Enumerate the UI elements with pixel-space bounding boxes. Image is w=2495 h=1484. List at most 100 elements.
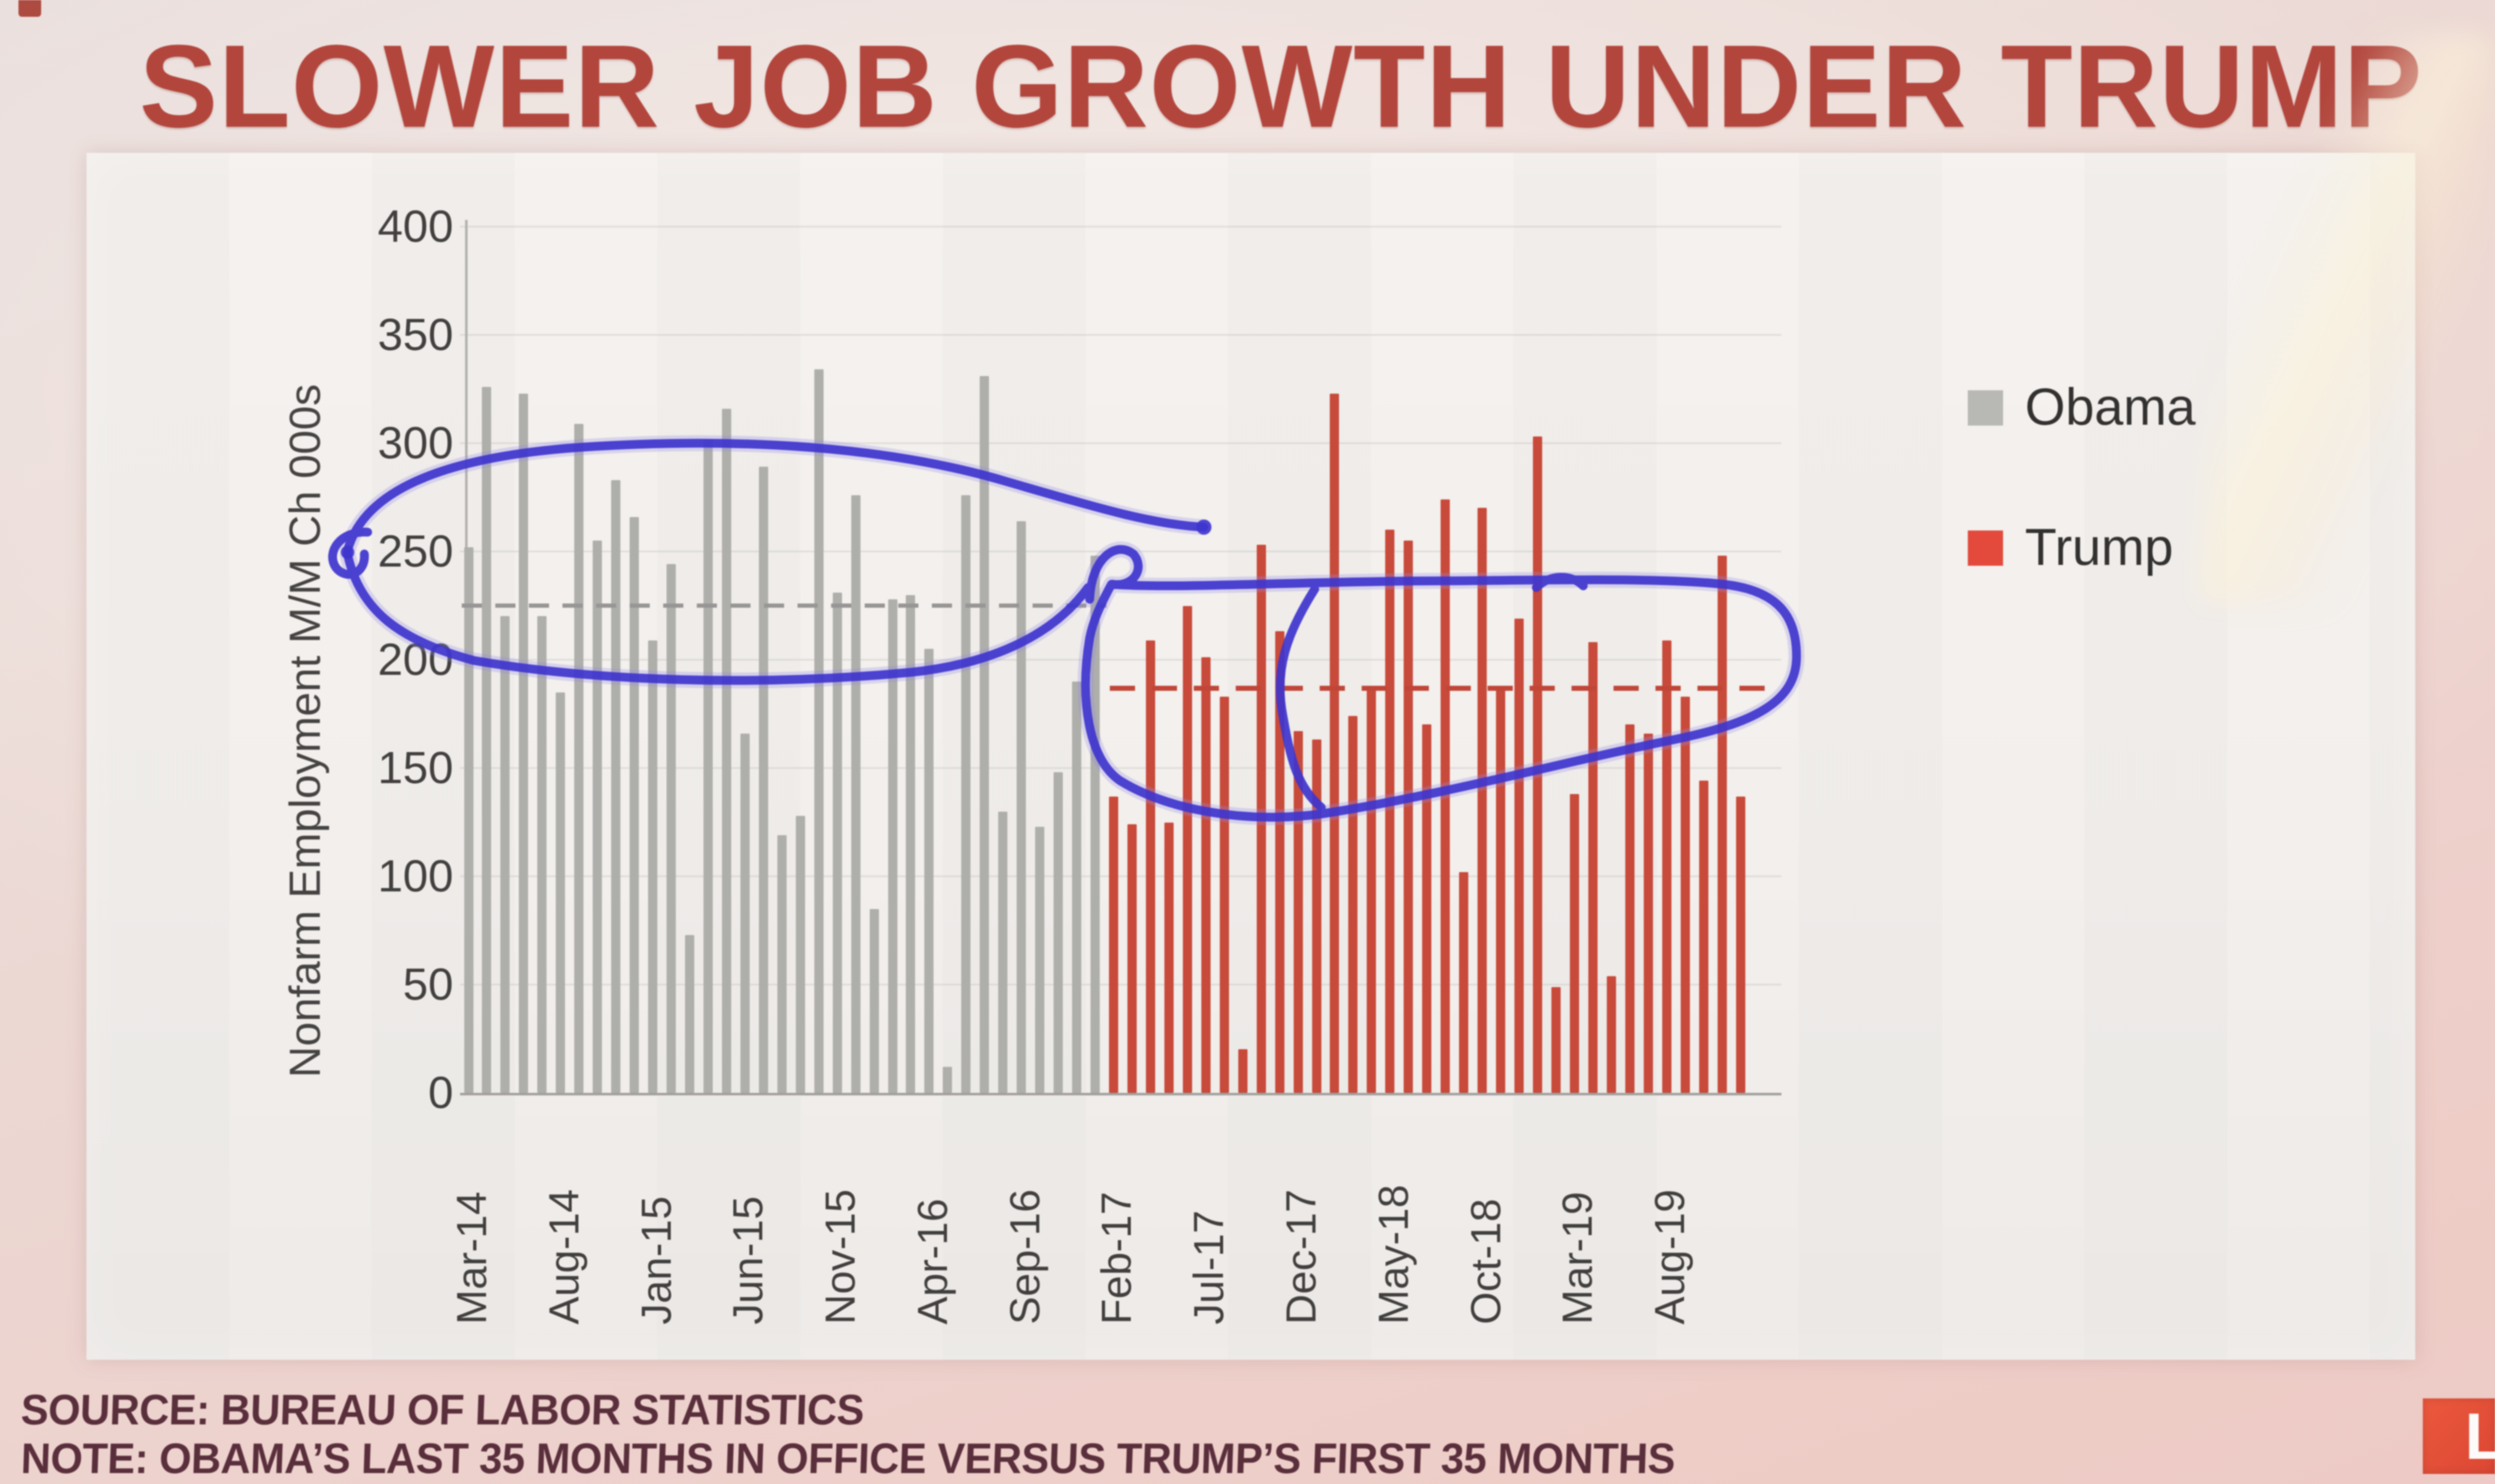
corner-mark	[18, 0, 41, 17]
y-tick-label: 100	[377, 851, 453, 901]
bar-trump	[1164, 822, 1174, 1093]
camera-glare-reflection	[2199, 34, 2495, 604]
bar-obama	[1091, 556, 1101, 1093]
bar-trump	[1330, 393, 1340, 1093]
gridline	[460, 226, 1781, 227]
bar-obama	[1017, 520, 1027, 1093]
x-tick-label: Sep-16	[1001, 1189, 1049, 1325]
bar-obama	[998, 811, 1008, 1093]
bar-obama	[887, 598, 897, 1093]
bar-trump	[1127, 824, 1137, 1093]
trump-average-dash-line	[1110, 685, 1781, 691]
legend: Obama Trump	[1968, 378, 2195, 658]
bar-trump	[1367, 685, 1377, 1093]
bar-trump	[1348, 716, 1358, 1093]
bar-trump	[1293, 731, 1303, 1093]
bar-trump	[1624, 724, 1635, 1093]
gridline	[460, 875, 1781, 877]
bar-obama	[980, 376, 990, 1093]
source-text: SOURCE: BUREAU OF LABOR STATISTICS	[20, 1386, 866, 1434]
bar-obama	[500, 616, 510, 1093]
bar-trump	[1459, 871, 1469, 1093]
bar-trump	[1108, 796, 1118, 1093]
gridline	[460, 767, 1781, 769]
obama-average-dash-line	[462, 604, 1106, 608]
bar-trump	[1404, 541, 1414, 1093]
slide-title: SLOWER JOB GROWTH UNDER TRUMP	[139, 20, 2424, 152]
gridline	[460, 984, 1781, 985]
bar-trump	[1680, 696, 1690, 1093]
bar-obama	[703, 438, 713, 1093]
bar-trump	[1219, 696, 1229, 1093]
bar-trump	[1256, 545, 1266, 1093]
bar-obama	[721, 408, 731, 1093]
x-tick-label: Feb-17	[1093, 1191, 1141, 1325]
bar-obama	[924, 649, 934, 1093]
y-tick-label: 200	[377, 635, 453, 685]
bar-trump	[1698, 781, 1708, 1093]
legend-item-trump: Trump	[1968, 518, 2195, 577]
bar-obama	[813, 369, 824, 1093]
x-tick-label: Jan-15	[632, 1196, 680, 1325]
network-logo-letter: L	[2465, 1399, 2495, 1473]
bar-trump	[1496, 685, 1506, 1093]
bar-trump	[1514, 618, 1525, 1093]
bar-trump	[1606, 975, 1616, 1093]
bar-obama	[1054, 772, 1064, 1093]
bar-obama	[943, 1067, 953, 1093]
trump-swatch-icon	[1968, 530, 2003, 566]
bar-trump	[1200, 657, 1211, 1093]
bar-trump	[1643, 733, 1653, 1093]
bar-obama	[906, 594, 916, 1093]
x-tick-label: May-18	[1369, 1184, 1417, 1325]
y-tick-label: 150	[377, 743, 453, 793]
bar-trump	[1422, 724, 1432, 1093]
x-tick-label: Jun-15	[724, 1196, 772, 1325]
bar-obama	[740, 733, 750, 1093]
gridline	[460, 551, 1781, 552]
legend-label-obama: Obama	[2025, 379, 2196, 436]
y-tick-label: 0	[427, 1068, 453, 1118]
bar-obama	[1072, 681, 1082, 1093]
bar-obama	[777, 834, 787, 1093]
x-tick-label: Nov-15	[817, 1189, 865, 1325]
bar-trump	[1145, 640, 1155, 1093]
bar-obama	[758, 467, 768, 1093]
bar-obama	[537, 616, 547, 1093]
bar-trump	[1274, 631, 1284, 1093]
bar-obama	[593, 541, 603, 1093]
y-tick-label: 50	[402, 959, 453, 1010]
obama-swatch-icon	[1968, 389, 2003, 426]
bar-obama	[630, 516, 640, 1093]
bar-obama	[684, 934, 694, 1093]
bar-obama	[832, 593, 842, 1093]
bar-obama	[648, 640, 658, 1093]
x-tick-label: Mar-19	[1554, 1191, 1602, 1325]
x-tick-label: Oct-18	[1462, 1198, 1509, 1325]
y-tick-label: 350	[377, 310, 453, 360]
bar-trump	[1717, 556, 1727, 1093]
x-tick-label: Apr-16	[908, 1198, 956, 1325]
bar-obama	[611, 479, 621, 1093]
bar-trump	[1478, 508, 1488, 1093]
bar-trump	[1587, 642, 1598, 1093]
x-tick-label: Jul-17	[1185, 1210, 1233, 1325]
legend-label-trump: Trump	[2025, 519, 2173, 577]
bar-trump	[1735, 796, 1745, 1093]
bar-obama	[519, 393, 529, 1093]
bar-obama	[795, 815, 805, 1093]
bar-obama	[667, 564, 677, 1093]
network-logo: L	[2423, 1398, 2495, 1474]
x-tick-label: Aug-19	[1646, 1189, 1694, 1325]
bar-trump	[1661, 640, 1671, 1093]
note-text: NOTE: OBAMA’S LAST 35 MONTHS IN OFFICE V…	[20, 1434, 1676, 1482]
bar-obama	[556, 692, 566, 1093]
bar-obama	[574, 423, 584, 1093]
bar-obama	[850, 494, 860, 1093]
bar-obama	[463, 546, 473, 1093]
gridline	[460, 659, 1781, 661]
x-axis-line	[460, 1093, 1781, 1095]
bar-trump	[1551, 986, 1561, 1093]
